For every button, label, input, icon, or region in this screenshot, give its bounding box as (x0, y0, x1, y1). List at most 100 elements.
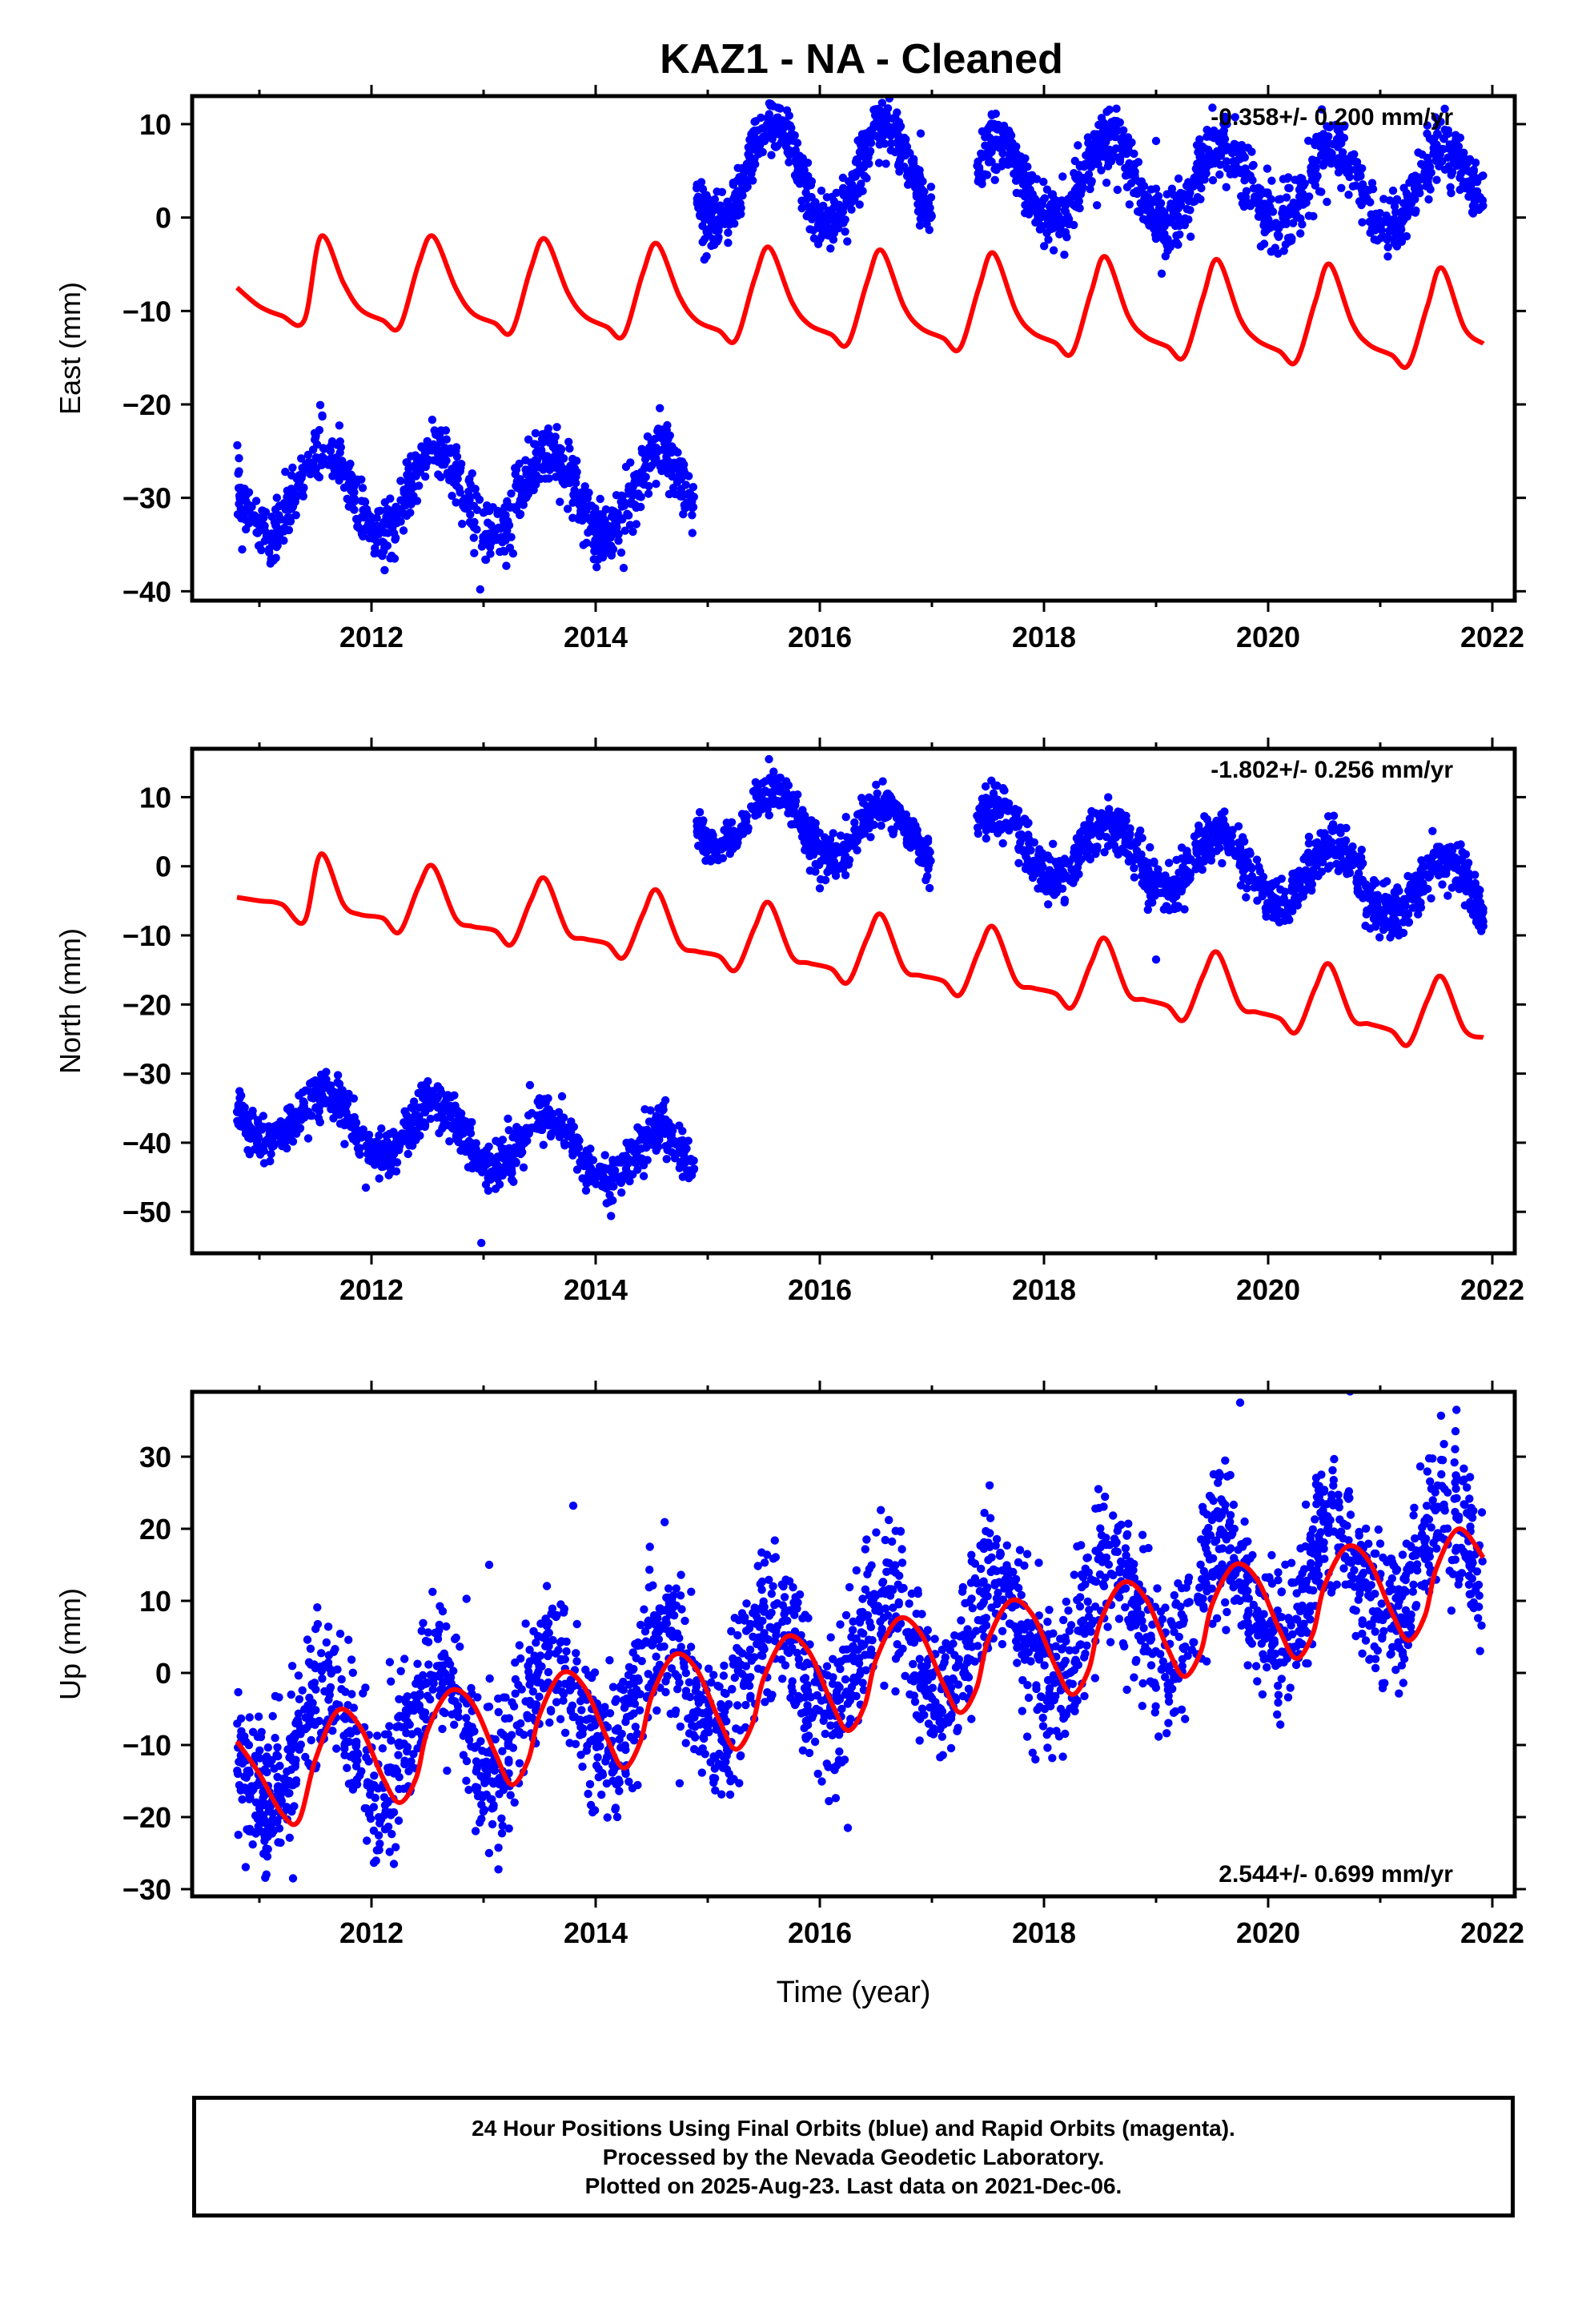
data-point (505, 543, 515, 553)
data-point (516, 498, 525, 508)
data-point (632, 1154, 640, 1163)
data-point (700, 255, 709, 264)
data-point (1219, 126, 1229, 135)
data-point (1311, 838, 1320, 848)
data-point (857, 179, 865, 188)
data-point (855, 200, 864, 209)
data-point (1175, 230, 1184, 239)
data-point (1220, 141, 1229, 150)
data-point (1074, 197, 1083, 206)
data-point (768, 792, 777, 801)
data-point (878, 777, 887, 786)
data-point (397, 1131, 407, 1140)
data-point (361, 524, 370, 533)
data-point (981, 782, 990, 791)
data-point (367, 520, 376, 529)
data-point (492, 1173, 501, 1182)
data-point (596, 546, 605, 556)
data-point (1468, 169, 1476, 178)
data-point (436, 426, 445, 435)
data-point (1284, 173, 1293, 182)
data-point (728, 845, 737, 854)
data-point (411, 1110, 420, 1120)
data-point (343, 494, 351, 504)
data-point (428, 416, 437, 424)
data-point (1074, 141, 1082, 150)
data-point (1392, 242, 1402, 251)
data-point (1034, 199, 1044, 207)
data-point (801, 188, 810, 197)
data-point (1403, 192, 1412, 201)
data-point (665, 489, 674, 499)
data-point (1255, 191, 1264, 200)
data-point (1086, 142, 1096, 151)
data-point (897, 815, 906, 824)
data-point (1440, 125, 1449, 135)
data-point (569, 1122, 578, 1132)
data-point (1214, 151, 1223, 159)
data-point (329, 1114, 338, 1123)
data-point (531, 440, 540, 449)
data-point (391, 1132, 400, 1140)
data-point (1308, 168, 1317, 177)
data-point (674, 465, 683, 474)
data-point (826, 244, 835, 253)
data-point (466, 480, 475, 489)
data-point (1317, 187, 1326, 196)
data-point (618, 515, 627, 524)
data-point (736, 199, 745, 208)
data-point (865, 815, 874, 825)
data-point (248, 1125, 258, 1135)
data-point (545, 432, 554, 440)
data-point (396, 476, 405, 485)
data-point (357, 475, 366, 484)
data-point (512, 1123, 521, 1132)
data-point (1281, 208, 1290, 218)
data-point (233, 1108, 242, 1117)
data-point (1058, 172, 1067, 181)
data-point (712, 203, 721, 213)
data-point (850, 825, 859, 834)
data-point (598, 530, 608, 540)
data-point (1231, 113, 1239, 122)
data-point (1247, 864, 1256, 873)
data-point (333, 468, 343, 476)
data-point (335, 1120, 345, 1128)
data-point (333, 456, 342, 464)
data-point (391, 505, 400, 515)
data-point (320, 1096, 330, 1104)
data-point (568, 1136, 578, 1144)
data-point (528, 1108, 536, 1118)
data-point (1095, 135, 1104, 145)
data-point (768, 119, 777, 129)
data-point (493, 1152, 502, 1161)
data-point (866, 139, 876, 147)
data-point (632, 520, 640, 529)
data-point (1252, 855, 1262, 864)
data-point (520, 1133, 530, 1142)
data-point (552, 423, 561, 432)
data-point (803, 159, 813, 167)
data-point (607, 1212, 616, 1220)
data-point (1276, 195, 1285, 203)
data-point (926, 203, 934, 212)
data-point (1025, 210, 1034, 219)
data-point (258, 506, 267, 515)
data-point (1259, 221, 1268, 230)
data-point (382, 505, 391, 515)
data-point (924, 864, 933, 874)
data-point (1266, 202, 1275, 211)
data-point (272, 1128, 281, 1138)
data-point (556, 497, 564, 506)
data-point (841, 813, 850, 822)
data-point (646, 1106, 655, 1115)
data-point (805, 846, 814, 855)
data-point (1094, 160, 1102, 169)
data-point (893, 139, 901, 147)
data-point (307, 1112, 316, 1120)
data-point (1070, 220, 1078, 230)
data-point (624, 482, 633, 491)
data-point (677, 1157, 686, 1167)
data-point (1469, 178, 1478, 187)
data-point (564, 437, 573, 446)
